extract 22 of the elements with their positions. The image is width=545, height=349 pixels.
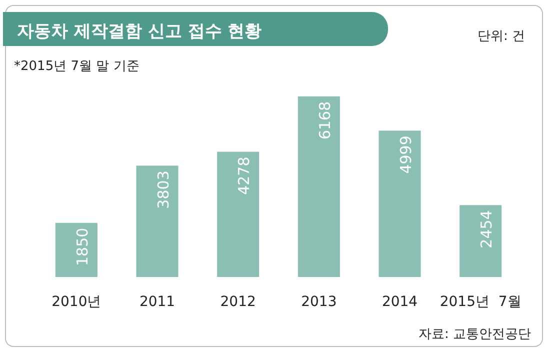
bar xyxy=(298,96,340,277)
text: 단위: 건 xyxy=(477,29,526,44)
x-tick-label: 2012 xyxy=(220,294,256,310)
bar xyxy=(55,222,98,277)
data-label: 4278 xyxy=(235,156,254,195)
x-tick-label: 2010년 xyxy=(52,294,102,310)
bar xyxy=(217,152,260,277)
text: *2015년 7월 말 기준 xyxy=(14,59,140,74)
bar xyxy=(136,166,178,277)
data-label: 4999 xyxy=(396,136,415,174)
data-label: 1850 xyxy=(73,228,92,266)
data-label: 3803 xyxy=(154,170,172,209)
x-tick-label: 2013 xyxy=(301,294,337,310)
x-tick-label: 2014 xyxy=(382,294,418,310)
data-label: 6168 xyxy=(316,101,334,140)
x-tick-label: 2015년 7월 xyxy=(440,294,522,310)
x-tick-label: 2011 xyxy=(139,294,176,310)
chart-title: 자동차 제작결함 신고 접수 현황 xyxy=(17,22,262,42)
bar xyxy=(378,130,421,277)
text: 자료: 교통안전공단 xyxy=(418,327,532,342)
data-label: 2454 xyxy=(478,210,496,248)
bar xyxy=(460,205,502,277)
